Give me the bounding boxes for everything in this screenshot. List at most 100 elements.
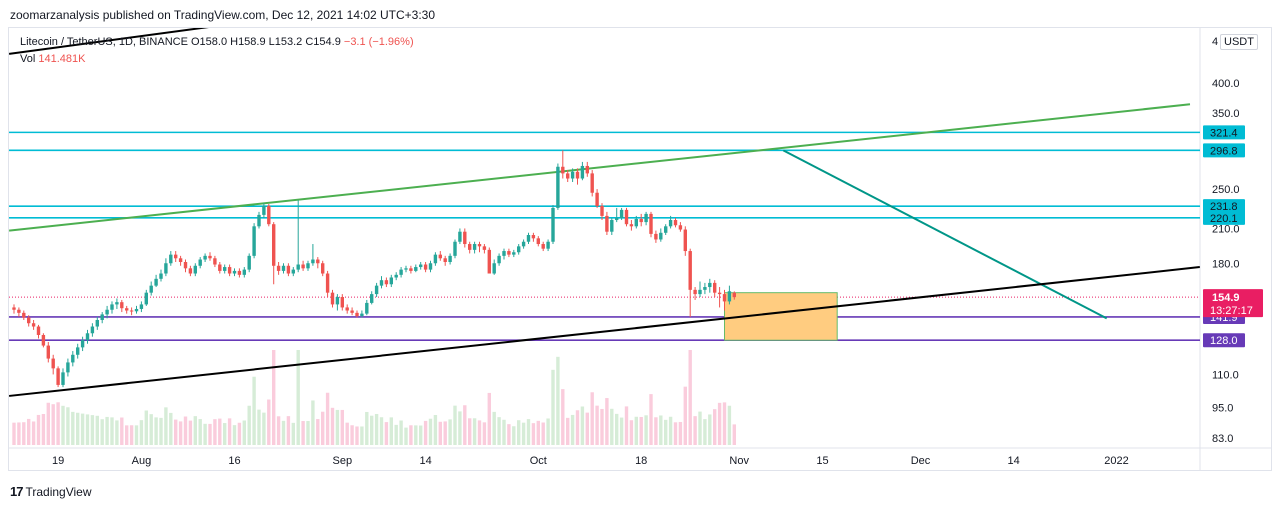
volume-bar [355, 426, 359, 445]
volume-bar [193, 416, 197, 445]
candle [673, 217, 678, 228]
volume-bar [610, 408, 614, 445]
candle-body [267, 205, 271, 225]
candle-body [717, 292, 722, 295]
candle-body [605, 215, 609, 232]
candle [36, 324, 41, 339]
volume-bar [634, 416, 638, 445]
candle-body [688, 251, 692, 290]
candle [419, 262, 423, 270]
svg-text:321.4: 321.4 [1210, 127, 1238, 139]
candle [213, 255, 217, 268]
candle [634, 215, 638, 229]
time-tick-label: Aug [132, 455, 152, 467]
candle [203, 253, 207, 263]
price-tick-label: 110.0 [1212, 369, 1239, 381]
candle-body [154, 278, 158, 286]
candle [272, 222, 276, 285]
volume-bar [561, 389, 565, 445]
candle [566, 170, 570, 182]
candle [615, 207, 619, 223]
volume-bar [619, 417, 624, 445]
volume-bar [340, 409, 344, 445]
currency-button[interactable]: USDT [1220, 34, 1258, 50]
trendlines[interactable] [9, 7, 1200, 397]
candle-body [639, 218, 643, 223]
volume-bar [472, 418, 477, 445]
black-top-left-trendline[interactable] [9, 7, 357, 55]
candle [340, 294, 344, 311]
volume-bar [115, 420, 119, 445]
svg-text:220.1: 220.1 [1210, 213, 1238, 225]
green-rising-trendline[interactable] [9, 103, 1191, 232]
candle-body [561, 166, 565, 174]
candle-body [330, 292, 335, 305]
candle [654, 230, 658, 243]
volume-bar [722, 402, 727, 445]
candle-body [673, 220, 678, 226]
price-tick-label: 180.0 [1212, 258, 1240, 270]
candle-body [345, 307, 349, 311]
volume-bar [169, 412, 173, 445]
candle [585, 161, 589, 177]
teal-falling-trendline[interactable] [782, 149, 1108, 320]
volume-bar [90, 415, 95, 445]
volume-bar [85, 414, 90, 445]
candle-body [482, 246, 487, 250]
candle [404, 265, 408, 273]
candle [316, 257, 320, 269]
price-tick-label: 250.0 [1212, 184, 1240, 196]
candle-body [365, 302, 369, 314]
volume-bar [678, 421, 683, 445]
candle [355, 310, 359, 318]
black-support-trendline[interactable] [9, 266, 1200, 397]
volume-bar [713, 409, 717, 445]
candle-body [580, 165, 585, 179]
candle-body [193, 265, 197, 274]
volume-bar [531, 423, 536, 445]
candle-body [708, 282, 712, 288]
candle-body [502, 251, 506, 256]
volume-bar [477, 420, 482, 445]
candle [678, 222, 683, 232]
candle [619, 207, 624, 221]
volume-bar [507, 424, 511, 445]
candle [51, 354, 55, 375]
candle-body [223, 267, 227, 271]
volume-bar [296, 350, 300, 445]
tradingview-logo[interactable]: 17 TradingView [10, 484, 92, 499]
candle-body [115, 302, 119, 305]
candle [713, 280, 717, 298]
candle [428, 260, 433, 273]
candle [659, 228, 663, 242]
candle [301, 260, 305, 271]
candle [27, 315, 31, 327]
candle-body [232, 270, 237, 274]
candle-body [321, 263, 325, 274]
candle [350, 307, 354, 316]
volume-bar [708, 414, 712, 445]
candle [95, 316, 99, 330]
candle [360, 310, 364, 318]
volume-bar [272, 350, 276, 445]
candle [649, 211, 653, 238]
candle [605, 211, 609, 235]
volume-bar [551, 369, 555, 445]
candle-body [472, 244, 477, 250]
candle-body [536, 238, 540, 245]
candle [159, 269, 163, 282]
publisher-header: zoomarzanalysis published on TradingView… [10, 8, 436, 22]
candle [129, 307, 134, 316]
volume-bar [732, 424, 736, 445]
candle-body [610, 220, 614, 232]
candle [335, 294, 340, 311]
candle-body [507, 251, 511, 255]
candle-body [203, 255, 207, 260]
level-price-tag: 220.1 [1203, 210, 1245, 225]
price-tick-label: 83.0 [1212, 433, 1233, 445]
candle-body [46, 345, 50, 359]
volume-bar [129, 425, 134, 445]
candle [125, 305, 129, 314]
horizontal-levels[interactable] [9, 131, 1200, 342]
